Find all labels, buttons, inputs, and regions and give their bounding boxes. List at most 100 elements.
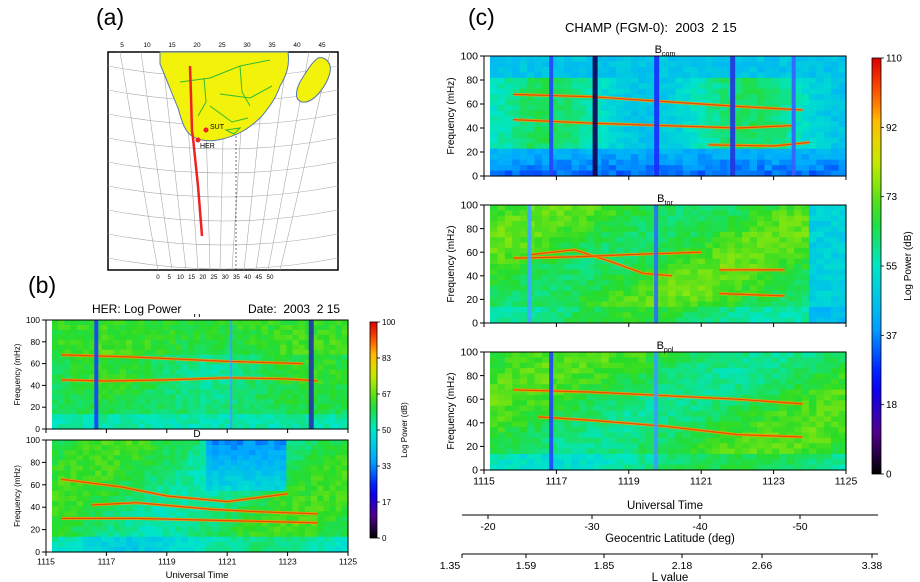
spectrogram-cell	[335, 536, 343, 543]
spectrogram-cell	[335, 384, 343, 390]
spectrogram-cell	[579, 427, 588, 434]
spectrogram-cell	[682, 154, 691, 161]
spectrogram-cell	[504, 453, 513, 460]
champ-tor-ridge-core	[719, 292, 785, 297]
spectrogram-cell	[144, 496, 152, 502]
spectrogram-cell	[95, 536, 102, 543]
spectrogram-cell	[668, 400, 677, 407]
y-tick-label: 60	[31, 480, 41, 490]
spectrogram-cell	[719, 210, 728, 217]
spectrogram-cell	[749, 88, 758, 95]
spectrogram-cell	[132, 450, 139, 456]
spectrogram-cell	[571, 362, 580, 369]
spectrogram-cell	[76, 359, 84, 366]
spectrogram-cell	[771, 121, 780, 128]
spectrogram-cell	[144, 399, 152, 405]
y-tick-label: 0	[472, 318, 478, 330]
spectrogram-cell	[645, 242, 654, 249]
spectrogram-cell	[512, 437, 521, 444]
map-top-tick-label: 45	[318, 42, 326, 49]
spectrogram-cell	[323, 475, 331, 482]
spectrogram-cell	[682, 280, 691, 287]
spectrogram-cell	[89, 419, 96, 425]
spectrogram-cell	[564, 459, 573, 466]
spectrogram-cell	[571, 132, 580, 139]
spectrogram-cell	[255, 460, 263, 467]
spectrogram-cell	[237, 399, 244, 405]
spectrogram-cell	[608, 296, 617, 303]
spectrogram-cell	[779, 110, 788, 117]
spectrogram-cell	[267, 409, 275, 415]
spectrogram-cell	[212, 475, 220, 482]
spectrogram-cell	[144, 460, 152, 467]
spectrogram-cell	[341, 531, 349, 538]
spectrogram-cell	[187, 349, 195, 356]
spectrogram-cell	[512, 94, 521, 101]
spectrogram-cell	[660, 378, 669, 385]
spectrogram-cell	[623, 306, 632, 313]
spectrogram-cell	[200, 364, 207, 371]
spectrogram-cell	[816, 110, 825, 117]
spectrogram-cell	[329, 414, 337, 420]
spectrogram-cell	[512, 290, 521, 297]
spectrogram-cell	[150, 409, 158, 415]
spectrogram-cell	[519, 56, 528, 63]
spectrogram-cell	[132, 364, 139, 371]
spectrogram-cell	[144, 379, 152, 386]
spectrogram-cell	[52, 359, 59, 366]
spectrogram-cell	[163, 536, 170, 543]
spectrogram-cell	[138, 414, 146, 420]
her-h-ridge-core	[61, 377, 318, 382]
spectrogram-cell	[579, 170, 588, 177]
spectrogram-cell	[630, 384, 639, 391]
spectrogram-cell	[564, 437, 573, 444]
spectrogram-cell	[779, 83, 788, 90]
spectrogram-cell	[490, 269, 499, 276]
spectrogram-cell	[267, 394, 275, 400]
spectrogram-cell	[638, 394, 647, 401]
spectrogram-cell	[757, 56, 766, 63]
spectrogram-cell	[601, 237, 610, 244]
spectrogram-cell	[280, 419, 287, 425]
spectrogram-cell	[668, 427, 677, 434]
spectrogram-cell	[504, 384, 513, 391]
spectrogram-cell	[298, 324, 306, 331]
spectrogram-cell	[779, 317, 788, 324]
spectrogram-cell	[70, 480, 78, 487]
spectrogram-cell	[668, 126, 677, 133]
spectrogram-cell	[261, 445, 269, 451]
spectrogram-cell	[490, 432, 499, 439]
spectrogram-cell	[504, 427, 513, 434]
spectrogram-cell	[497, 378, 506, 385]
spectrogram-cell	[779, 99, 788, 106]
spectrogram-cell	[95, 414, 102, 420]
spectrogram-cell	[616, 274, 625, 281]
spectrogram-cell	[230, 440, 238, 446]
spectrogram-cell	[794, 280, 803, 287]
spectrogram-cell	[541, 72, 550, 79]
spectrogram-cell	[623, 88, 632, 95]
spectrogram-cell	[181, 501, 189, 507]
spectrogram-cell	[534, 132, 543, 139]
spectrogram-cell	[838, 226, 847, 233]
spectrogram-cell	[786, 126, 795, 133]
spectrogram-cell	[317, 414, 324, 420]
spectrogram-cell	[794, 110, 803, 117]
spectrogram-cell	[519, 77, 528, 84]
spectrogram-cell	[119, 394, 127, 400]
spectrogram-cell	[727, 226, 736, 233]
spectrogram-cell	[504, 237, 513, 244]
spectrogram-cell	[675, 165, 684, 172]
spectrogram-cell	[734, 280, 743, 287]
spectrogram-cell	[771, 72, 780, 79]
spectrogram-cell	[549, 362, 558, 369]
spectrogram-cell	[304, 334, 312, 341]
spectrogram-cell	[490, 170, 499, 177]
spectrogram-cell	[317, 334, 324, 341]
spectrogram-cell	[261, 324, 269, 331]
spectrogram-cell	[504, 66, 513, 73]
spectrogram-cell	[212, 404, 220, 410]
spectrogram-cell	[113, 445, 121, 451]
spectrogram-cell	[712, 170, 721, 177]
spectrogram-cell	[255, 470, 263, 477]
